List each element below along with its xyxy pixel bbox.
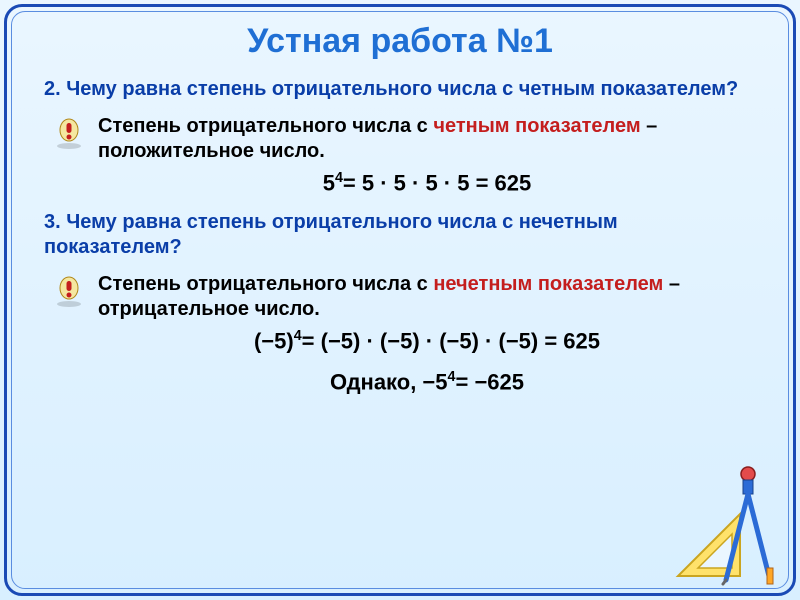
- formula-2: 54= 5 · 5 · 5 · 5 = 625: [98, 170, 756, 196]
- question-2: 2. Чему равна степень отрицательного чис…: [44, 77, 756, 102]
- answer-block-2: Степень отрицательного числа с четным по…: [98, 114, 756, 196]
- compass-triangle-icon: [670, 456, 780, 586]
- answer-2-text: Степень отрицательного числа с четным по…: [98, 114, 756, 164]
- formula-3: (−5)4= (−5) · (−5) · (−5) · (−5) = 625: [98, 328, 756, 354]
- formula-2-exp: 4: [335, 170, 343, 186]
- answer-3-red: нечетным показателем: [433, 273, 663, 295]
- formula-2-rest: = 5 · 5 · 5 · 5 = 625: [343, 170, 531, 195]
- question-3: 3. Чему равна степень отрицательного чис…: [44, 210, 756, 260]
- exclamation-icon: [54, 276, 84, 308]
- however-pre: Однако, −5: [330, 369, 448, 394]
- formula-3-rest: = (−5) · (−5) · (−5) · (−5) = 625: [302, 329, 600, 354]
- formula-3-exp: 4: [294, 328, 302, 344]
- page-title: Устная работа №1: [44, 22, 756, 61]
- answer-3-text: Степень отрицательного числа с нечетным …: [98, 272, 756, 322]
- however-post: = −625: [455, 369, 524, 394]
- answer-2-red: четным показателем: [433, 115, 640, 137]
- exclamation-icon: [54, 118, 84, 150]
- formula-2-base: 5: [323, 170, 335, 195]
- answer-block-3: Степень отрицательного числа с нечетным …: [98, 272, 756, 395]
- however-line: Однако, −54= −625: [98, 369, 756, 395]
- answer-3-pre: Степень отрицательного числа с: [98, 273, 433, 295]
- answer-2-pre: Степень отрицательного числа с: [98, 115, 433, 137]
- formula-3-base: (−5): [254, 329, 294, 354]
